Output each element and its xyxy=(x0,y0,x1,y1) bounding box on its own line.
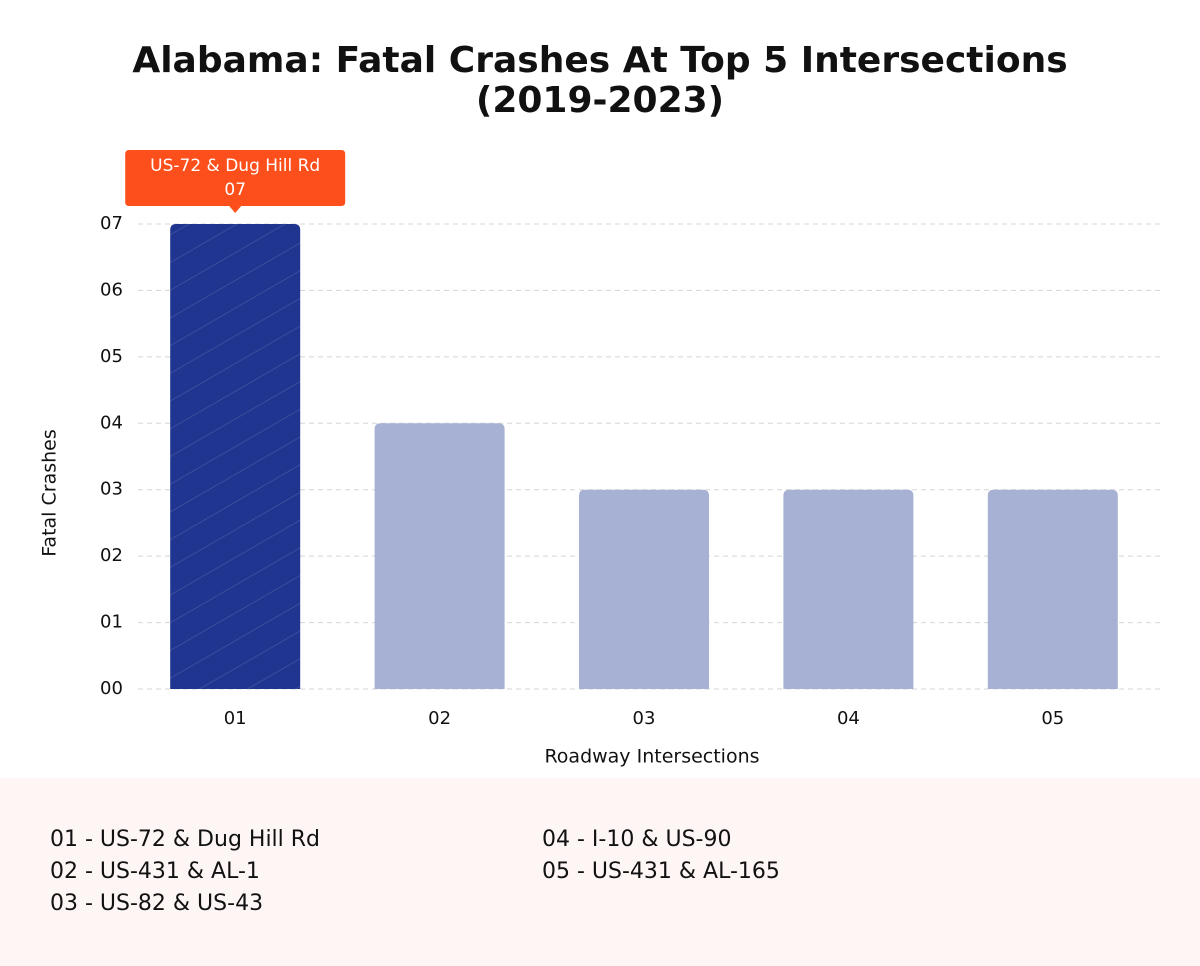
x-axis-title: Roadway Intersections xyxy=(544,746,759,768)
x-tick-label: 03 xyxy=(633,708,656,729)
y-tick-label: 06 xyxy=(100,279,123,300)
legend-entry: 02 - US-431 & AL-1 xyxy=(50,859,260,884)
y-tick-label: 01 xyxy=(100,612,123,633)
y-tick-label: 04 xyxy=(100,412,123,433)
y-axis-title: Fatal Crashes xyxy=(39,429,61,557)
y-tick-label: 00 xyxy=(100,678,123,699)
chart-title: Alabama: Fatal Crashes At Top 5 Intersec… xyxy=(132,40,1067,81)
legend-entry: 03 - US-82 & US-43 xyxy=(50,891,263,916)
bar xyxy=(579,489,709,689)
value-label: 07 xyxy=(224,180,246,200)
legend-entry: 05 - US-431 & AL-165 xyxy=(542,859,780,884)
tooltip-box xyxy=(125,150,346,213)
x-tick-label: 01 xyxy=(224,708,247,729)
x-tick-label: 02 xyxy=(428,708,451,729)
bar xyxy=(374,423,505,689)
x-tick-label: 05 xyxy=(1041,708,1064,729)
legend-entry: 01 - US-72 & Dug Hill Rd xyxy=(50,827,320,852)
legend-entry: 04 - I-10 & US-90 xyxy=(542,827,731,852)
bar-hatch xyxy=(170,224,301,689)
x-tick-label: 04 xyxy=(837,708,860,729)
y-tick-label: 03 xyxy=(100,479,123,500)
y-tick-label: 02 xyxy=(100,545,123,566)
tooltip-title: US-72 & Dug Hill Rd xyxy=(150,156,320,176)
chart-subtitle: (2019-2023) xyxy=(476,80,724,121)
bar xyxy=(987,489,1118,689)
bar xyxy=(783,489,914,689)
legend-panel xyxy=(0,778,1200,966)
y-tick-label: 07 xyxy=(100,213,123,234)
y-tick-label: 05 xyxy=(100,346,123,367)
